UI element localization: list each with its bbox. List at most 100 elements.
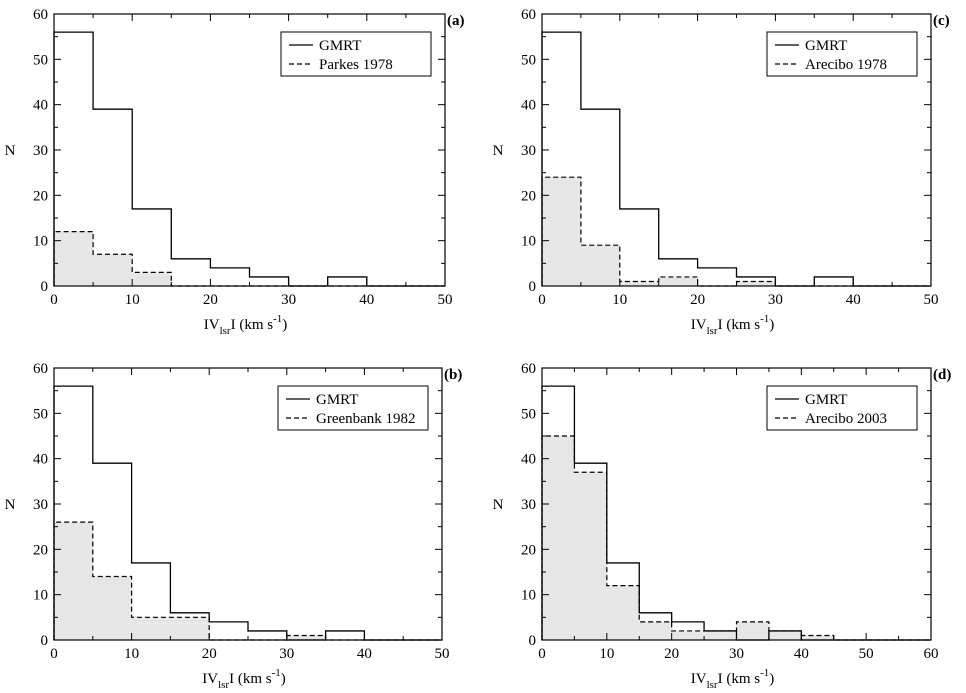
x-tick-label: 50 [435,646,450,662]
panel-label: (c) [933,13,950,29]
x-tick-label: 0 [50,646,58,662]
x-tick-label: 40 [846,292,861,308]
comparison-bar [54,231,94,286]
y-tick-label: 0 [41,279,49,295]
y-axis-label: N [493,143,504,159]
histogram-panel-1: 0 10 20 30 40 50 0 10 20 30 40 50 60 N IVlsrI (km s-1)… [493,7,950,337]
comparison-bar [704,630,737,640]
y-tick-label: 20 [33,542,48,558]
y-tick-label: 50 [521,406,536,422]
x-tick-label: 40 [794,646,809,662]
comparison-bar [768,630,802,640]
legend-box [277,385,429,431]
legend-entry-gmrt: GMRT [316,392,358,408]
y-tick-label: 20 [521,542,536,558]
comparison-bar [132,272,172,286]
y-tick-label: 10 [33,234,48,250]
legend-entry-comparison: Parkes 1978 [319,57,393,73]
comparison-bar [93,254,133,286]
panel-label: (d) [933,367,951,383]
x-axis-label: IVlsrI (km s-1) [691,667,775,691]
y-axis-label: N [493,497,504,513]
legend-entry-comparison: Arecibo 2003 [805,411,887,427]
y-tick-label: 60 [521,361,536,377]
y-tick-label: 10 [521,234,536,250]
y-tick-label: 30 [33,143,48,159]
y-tick-label: 0 [529,633,537,649]
y-tick-label: 40 [521,98,536,114]
gmrt-series-line [541,31,931,287]
y-tick-label: 40 [521,452,536,468]
comparison-bar [619,281,659,286]
y-tick-label: 60 [521,7,536,23]
y-tick-label: 50 [33,406,48,422]
panel-label: (b) [444,367,462,383]
legend-box [766,31,918,77]
y-tick-label: 20 [521,188,536,204]
panel-label: (a) [447,13,465,29]
comparison-bar [92,576,132,640]
x-tick-label: 20 [664,646,679,662]
y-tick-label: 10 [33,588,48,604]
legend-box [766,385,918,431]
y-tick-label: 10 [521,588,536,604]
histogram-panel-3: 0 10 20 30 40 50 60 0 10 20 30 40 50 60 N IVlsrI (km s-… [493,361,952,691]
y-tick-label: 60 [33,361,48,377]
comparison-bar [736,281,776,286]
x-tick-label: 10 [125,292,140,308]
comparison-bar [658,276,698,286]
comparison-bar [170,617,210,640]
x-tick-label: 50 [924,292,939,308]
x-tick-label: 0 [538,646,546,662]
x-tick-label: 40 [357,646,372,662]
legend-entry-comparison: Greenbank 1982 [316,411,416,427]
y-tick-label: 50 [521,52,536,68]
x-axis-label: IVlsrI (km s-1) [691,313,775,337]
comparison-bar [542,436,575,640]
x-tick-label: 30 [768,292,783,308]
x-tick-label: 20 [202,646,217,662]
legend-entry-gmrt: GMRT [319,38,361,54]
y-tick-label: 20 [33,188,48,204]
x-tick-label: 20 [203,292,218,308]
x-tick-label: 30 [279,646,294,662]
y-axis-label: N [5,497,16,513]
comparison-bar [131,617,171,640]
x-tick-label: 50 [859,646,874,662]
comparison-bar [542,177,581,286]
comparison-bar [580,245,620,286]
y-tick-label: 0 [41,633,49,649]
comparison-bar [574,472,607,640]
gmrt-series-line [53,31,445,287]
legend-entry-gmrt: GMRT [805,38,847,54]
y-tick-label: 30 [521,497,536,513]
x-tick-label: 50 [438,292,453,308]
x-axis-label: IVlsrI (km s-1) [202,667,286,691]
legend-box [280,31,432,77]
x-tick-label: 0 [538,292,546,308]
y-axis-label: N [5,143,16,159]
legend-entry-comparison: Arecibo 1978 [805,57,887,73]
x-tick-label: 20 [690,292,705,308]
x-tick-label: 0 [50,292,58,308]
x-tick-label: 30 [729,646,744,662]
y-tick-label: 40 [33,452,48,468]
x-tick-label: 10 [124,646,139,662]
histogram-panel-0: 0 10 20 30 40 50 0 10 20 30 40 50 60 N IVlsrI (km s-1)… [5,7,465,337]
y-tick-label: 30 [521,143,536,159]
comparison-bar [54,522,93,640]
x-axis-label: IVlsrI (km s-1) [204,313,288,337]
y-tick-label: 60 [33,7,48,23]
x-tick-label: 10 [612,292,627,308]
gmrt-series-line [53,385,442,641]
y-tick-label: 30 [33,497,48,513]
comparison-bar [801,635,834,640]
x-tick-label: 10 [599,646,614,662]
comparison-bar [606,585,640,640]
y-tick-label: 0 [529,279,537,295]
x-tick-label: 30 [281,292,296,308]
x-tick-label: 60 [924,646,939,662]
legend-entry-gmrt: GMRT [805,392,847,408]
comparison-bar [736,621,769,640]
